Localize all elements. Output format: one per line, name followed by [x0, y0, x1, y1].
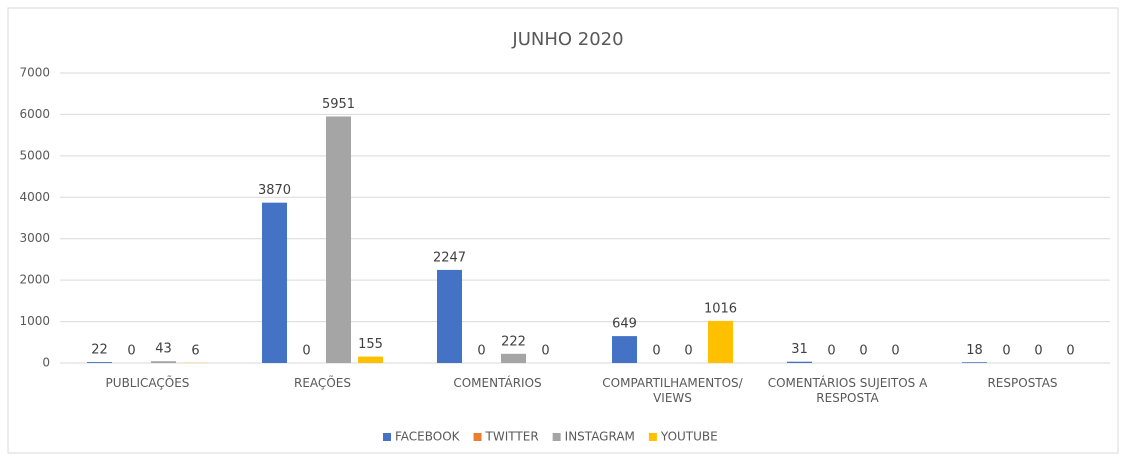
bar — [326, 116, 351, 363]
data-label: 22 — [91, 343, 108, 358]
y-tick-label: 3000 — [19, 231, 50, 245]
x-tick-label: PUBLICAÇÕES — [105, 376, 190, 390]
data-label: 155 — [358, 337, 383, 352]
legend-label: FACEBOOK — [395, 430, 461, 444]
data-label: 43 — [155, 342, 172, 357]
data-label: 5951 — [322, 97, 355, 112]
legend-swatch — [552, 433, 561, 441]
data-label: 1016 — [704, 301, 737, 316]
bar — [612, 336, 637, 363]
data-label: 0 — [1066, 344, 1074, 359]
data-label: 649 — [612, 317, 637, 332]
data-label: 0 — [684, 344, 692, 359]
y-tick-label: 1000 — [19, 314, 50, 328]
data-label: 2247 — [433, 250, 466, 265]
data-label: 6 — [191, 343, 199, 358]
legend-swatch — [473, 433, 482, 441]
bar — [151, 361, 176, 363]
x-tick-label: COMENTÁRIOS — [453, 376, 542, 390]
x-tick-label: COMPARTILHAMENTOS/ VIEWS — [602, 376, 743, 405]
y-tick-label: 4000 — [19, 190, 50, 204]
legend-swatch — [383, 433, 391, 441]
x-tick-label: RESPOSTAS — [987, 376, 1058, 390]
legend-swatch — [648, 433, 657, 441]
data-label: 3870 — [258, 183, 291, 198]
data-label: 0 — [477, 344, 485, 359]
y-tick-label: 7000 — [19, 66, 50, 80]
data-label: 0 — [652, 344, 660, 359]
y-tick-label: 0 — [42, 356, 50, 370]
bar — [708, 320, 733, 363]
bar — [87, 362, 112, 363]
legend-label: YOUTUBE — [660, 430, 718, 444]
data-label: 18 — [966, 343, 983, 358]
data-label: 222 — [501, 334, 526, 349]
bar — [501, 353, 526, 363]
data-label: 0 — [891, 344, 899, 359]
bar — [358, 356, 383, 363]
y-tick-label: 6000 — [19, 107, 50, 121]
x-tick-label: COMENTÁRIOS SUJEITOS A RESPOSTA — [767, 376, 928, 405]
bar — [962, 362, 987, 363]
x-tick-label: REAÇÕES — [294, 376, 351, 390]
data-label: 0 — [1002, 344, 1010, 359]
bar — [262, 202, 287, 363]
data-label: 0 — [127, 344, 135, 359]
data-label: 0 — [541, 344, 549, 359]
data-label: 0 — [859, 344, 867, 359]
y-tick-label: 2000 — [19, 273, 50, 287]
bar — [437, 269, 462, 363]
legend-label: TWITTER — [485, 430, 539, 444]
y-tick-label: 5000 — [19, 148, 50, 162]
chart-border — [7, 7, 1119, 454]
bar — [787, 361, 812, 363]
data-label: 0 — [827, 344, 835, 359]
data-label: 31 — [791, 342, 808, 357]
legend-label: INSTAGRAM — [565, 430, 635, 444]
data-label: 0 — [1034, 344, 1042, 359]
chart-title: JUNHO 2020 — [511, 29, 623, 50]
data-label: 0 — [302, 344, 310, 359]
